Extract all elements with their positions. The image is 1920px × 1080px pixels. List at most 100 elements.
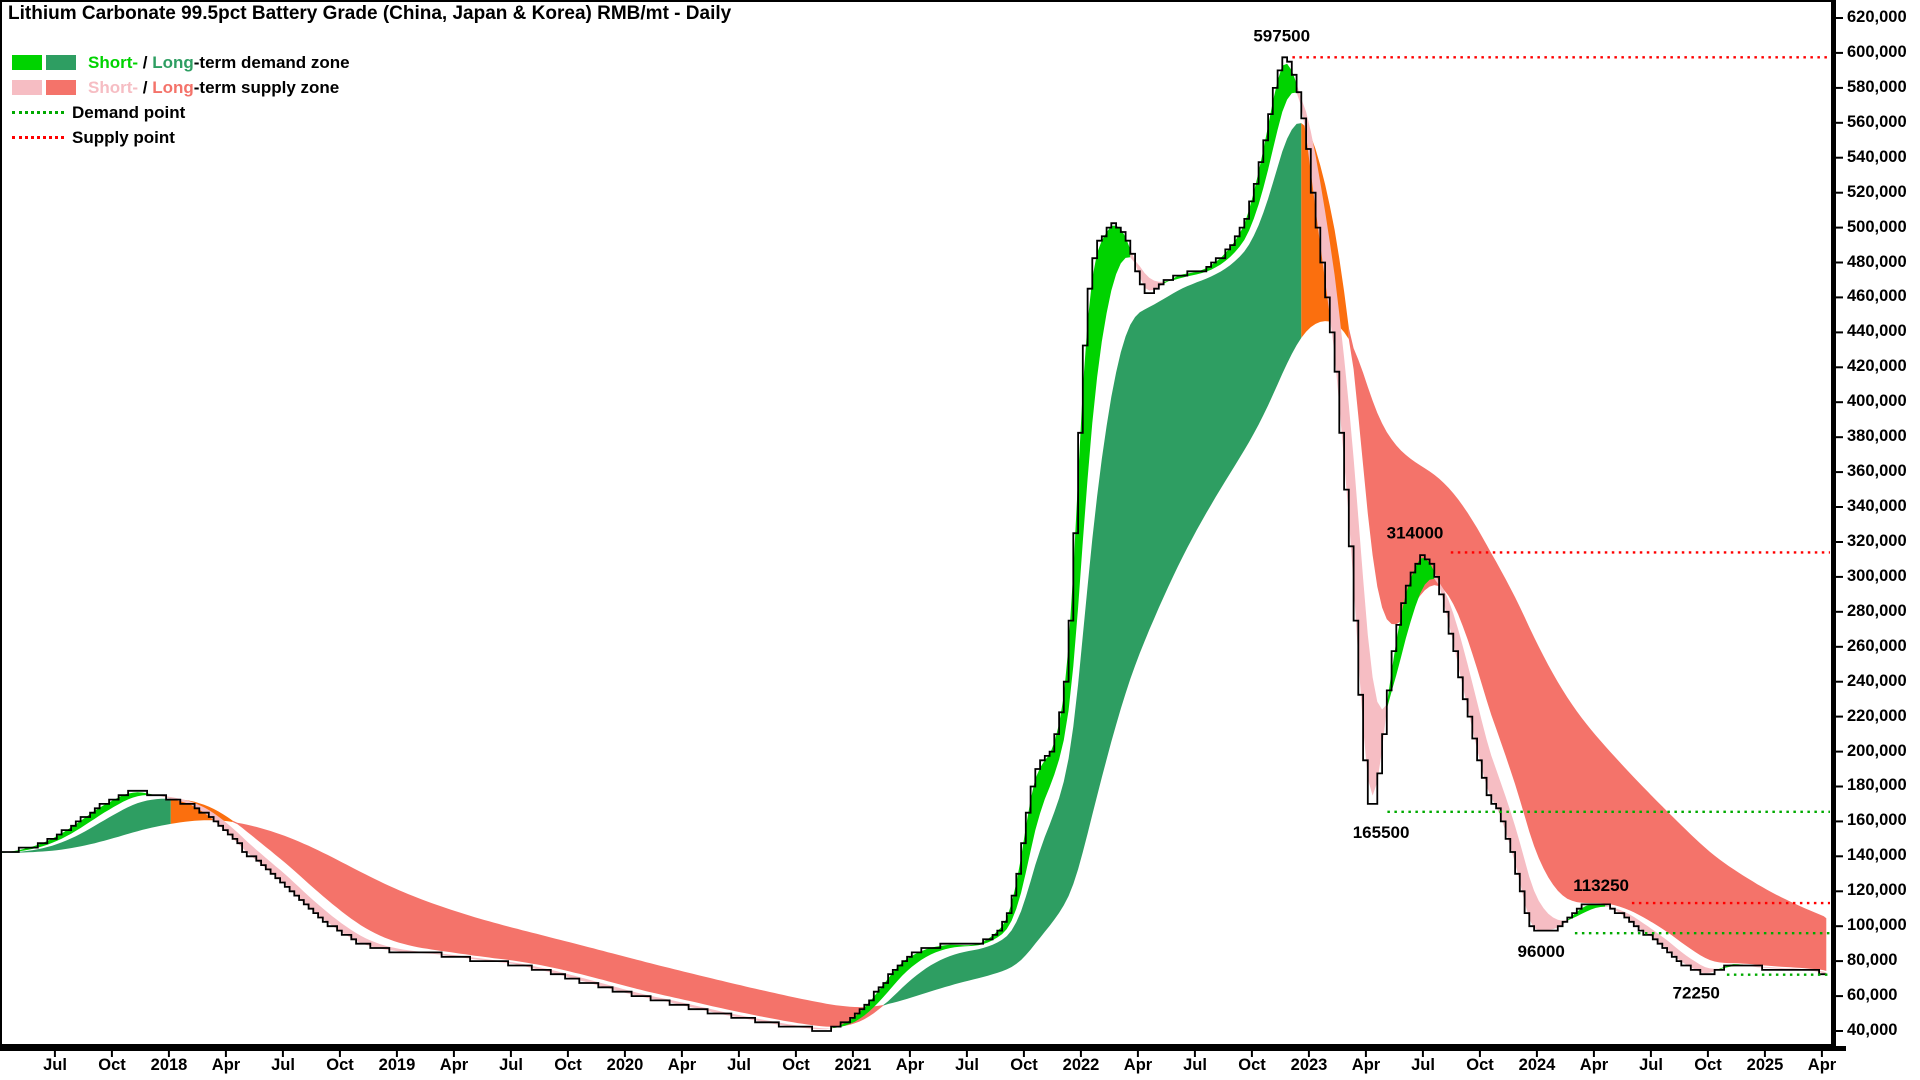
x-tick-mark — [1079, 1051, 1082, 1057]
y-tick-mark — [1833, 226, 1843, 229]
x-tick-mark — [53, 1051, 56, 1057]
x-tick-label: 2024 — [1518, 1056, 1556, 1074]
y-tick-label: 120,000 — [1847, 881, 1907, 899]
y-tick-label: 480,000 — [1847, 253, 1907, 271]
y-tick-label: 60,000 — [1847, 986, 1898, 1004]
y-tick-label: 500,000 — [1847, 218, 1907, 236]
x-tick-label: Jul — [1411, 1056, 1435, 1074]
short-term-zone-band — [1434, 571, 1568, 931]
legend-demand-zone-label: Short- / Long-term demand zone — [88, 53, 350, 73]
y-tick-mark — [1833, 191, 1843, 194]
supply-point-line-sample — [12, 136, 64, 139]
x-tick-label: Jul — [1183, 1056, 1207, 1074]
legend-demand-sep-text: / — [138, 52, 153, 72]
x-tick-label: Jul — [499, 1056, 523, 1074]
y-tick-label: 180,000 — [1847, 776, 1907, 794]
y-tick-label: 300,000 — [1847, 567, 1907, 585]
y-tick-mark — [1833, 541, 1843, 543]
x-tick-mark — [509, 1051, 512, 1057]
y-tick-mark — [1833, 820, 1843, 823]
y-tick-label: 160,000 — [1847, 811, 1907, 829]
x-tick-mark — [680, 1051, 683, 1057]
y-tick-mark — [1833, 715, 1843, 718]
y-tick-label: 100,000 — [1847, 916, 1907, 934]
y-tick-label: 40,000 — [1847, 1021, 1898, 1039]
y-tick-mark — [1833, 855, 1843, 858]
x-tick-label: 2025 — [1746, 1056, 1784, 1074]
y-tick-mark — [1833, 261, 1843, 264]
x-tick-label: Apr — [895, 1056, 925, 1074]
y-tick-label: 620,000 — [1847, 8, 1907, 26]
x-tick-mark — [1136, 1051, 1139, 1057]
legend-demand-point-row: Demand point — [12, 100, 350, 125]
y-tick-mark — [1833, 506, 1843, 508]
y-tick-mark — [1833, 1030, 1843, 1032]
x-tick-mark — [566, 1051, 569, 1057]
y-tick-label: 420,000 — [1847, 357, 1907, 375]
x-tick-label: Jul — [1639, 1056, 1663, 1074]
x-tick-label: Apr — [1807, 1056, 1837, 1074]
x-tick-label: Oct — [554, 1056, 582, 1074]
x-tick-label: 2023 — [1290, 1056, 1328, 1074]
short-supply-swatch — [12, 80, 42, 95]
y-tick-label: 580,000 — [1847, 78, 1907, 96]
short-term-zone-band — [831, 225, 1131, 1029]
y-tick-mark — [1833, 331, 1843, 334]
y-tick-mark — [1833, 575, 1843, 578]
x-tick-mark — [395, 1051, 398, 1057]
y-tick-label: 80,000 — [1847, 951, 1898, 969]
y-tick-label: 380,000 — [1847, 427, 1907, 445]
y-tick-mark — [1833, 995, 1843, 998]
x-tick-label: Oct — [782, 1056, 810, 1074]
x-tick-mark — [110, 1051, 113, 1057]
x-tick-mark — [167, 1051, 170, 1057]
legend-demand-short-text: Short- — [88, 52, 139, 72]
y-tick-label: 400,000 — [1847, 392, 1907, 410]
y-tick-label: 280,000 — [1847, 602, 1907, 620]
y-tick-mark — [1833, 366, 1843, 369]
y-tick-label: 320,000 — [1847, 532, 1907, 550]
y-tick-label: 360,000 — [1847, 462, 1907, 480]
long-term-zone-band — [883, 123, 1302, 1006]
legend-demand-rest-text: -term demand zone — [193, 52, 350, 72]
x-tick-mark — [338, 1051, 341, 1057]
x-tick-label: 2019 — [378, 1056, 416, 1074]
short-term-zone-band — [1296, 83, 1387, 796]
y-tick-label: 460,000 — [1847, 287, 1907, 305]
legend-demand-zone-row: Short- / Long-term demand zone — [12, 50, 350, 75]
x-tick-label: Jul — [727, 1056, 751, 1074]
y-tick-mark — [1833, 750, 1843, 753]
short-demand-swatch — [12, 55, 42, 70]
x-tick-label: 2020 — [606, 1056, 644, 1074]
price-annotation-96000: 96000 — [1518, 942, 1565, 961]
chart-title: Lithium Carbonate 99.5pct Battery Grade … — [8, 3, 732, 24]
long-supply-swatch — [46, 80, 76, 95]
y-tick-label: 520,000 — [1847, 183, 1907, 201]
x-tick-mark — [1478, 1051, 1481, 1057]
price-line — [0, 56, 1827, 1032]
x-tick-mark — [1364, 1051, 1367, 1057]
short-term-zone-band — [1567, 903, 1606, 921]
y-tick-mark — [1833, 890, 1843, 893]
long-term-zone-band — [232, 820, 884, 1027]
x-tick-label: Apr — [1351, 1056, 1381, 1074]
x-tick-mark — [224, 1051, 227, 1057]
demand-point-line-sample — [12, 111, 64, 114]
x-tick-mark — [1820, 1051, 1823, 1057]
x-tick-mark — [1706, 1051, 1709, 1057]
y-tick-mark — [1833, 785, 1843, 788]
x-tick-label: Oct — [326, 1056, 354, 1074]
y-tick-mark — [1833, 471, 1843, 474]
y-tick-mark — [1833, 645, 1843, 648]
legend-supply-sep-text: / — [138, 77, 153, 97]
legend-supply-rest-text: -term supply zone — [193, 77, 340, 97]
y-axis-line — [1833, 0, 1836, 1051]
x-axis-line — [0, 1046, 1846, 1051]
x-tick-label: Apr — [211, 1056, 241, 1074]
x-tick-mark — [1307, 1051, 1310, 1057]
y-tick-label: 560,000 — [1847, 113, 1907, 131]
x-tick-mark — [1535, 1051, 1538, 1057]
x-tick-mark — [281, 1051, 284, 1057]
price-annotation-314000: 314000 — [1387, 523, 1444, 542]
